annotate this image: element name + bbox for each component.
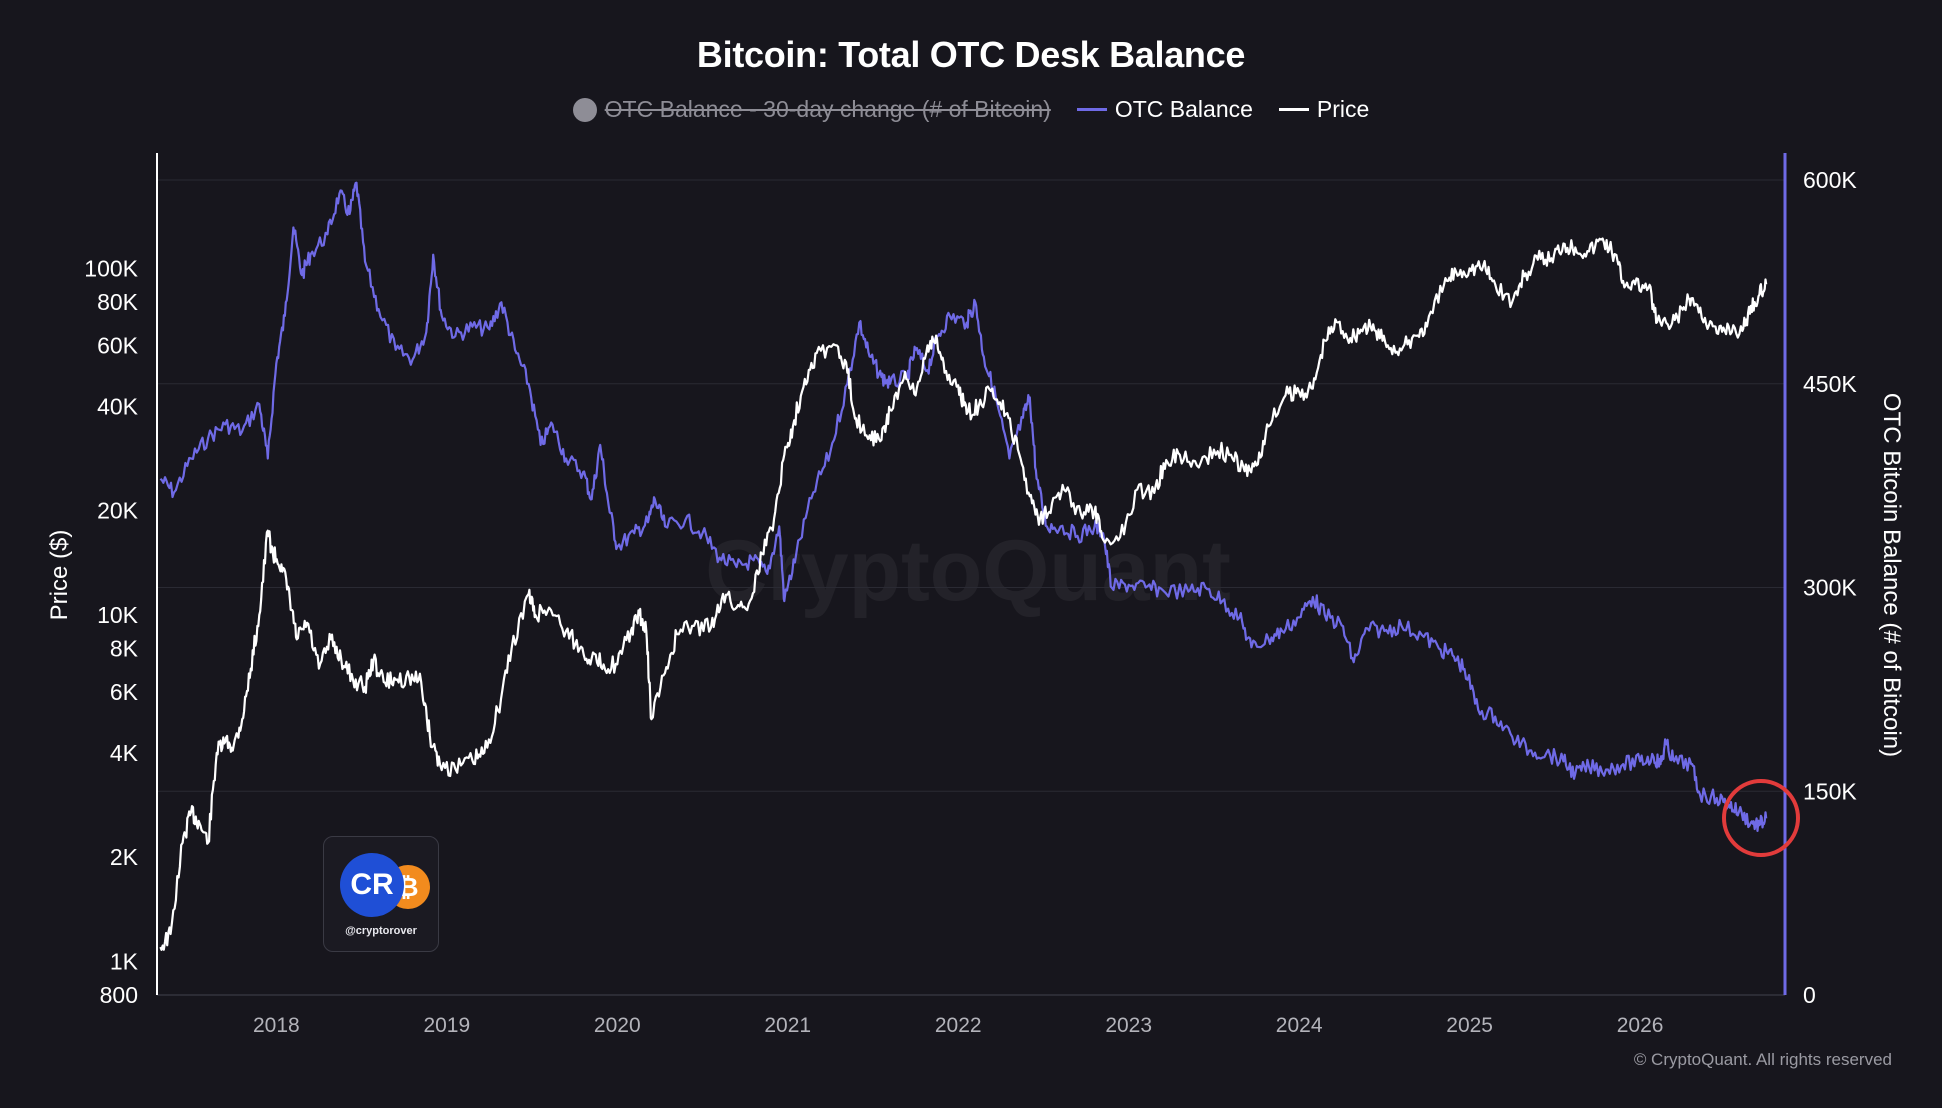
left-tick-label: 6K	[110, 679, 139, 705]
x-tick-label: 2023	[1105, 1014, 1152, 1037]
grid-lines	[157, 179, 1785, 996]
left-tick-label: 40K	[97, 393, 139, 419]
legend-line-icon	[1076, 108, 1107, 111]
x-tick-label: 2020	[594, 1014, 641, 1037]
x-tick-label: 2025	[1446, 1014, 1493, 1037]
copyright-notice: © CryptoQuant. All rights reserved	[1633, 1050, 1892, 1069]
legend-item-otc-balance[interactable]: OTC Balance	[1076, 96, 1253, 123]
right-axis-title: OTC Bitcoin Balance (# of Bitcoin)	[1878, 393, 1905, 757]
right-tick-label: 300K	[1803, 575, 1857, 601]
x-tick-label: 2018	[253, 1014, 300, 1037]
left-tick-label: 80K	[97, 289, 139, 315]
x-tick-label: 2021	[764, 1014, 811, 1037]
left-tick-label: 4K	[110, 740, 139, 766]
chart-legend: OTC Balance - 30-day change (# of Bitcoi…	[0, 96, 1942, 123]
x-tick-label: 2026	[1617, 1014, 1664, 1037]
left-tick-label: 60K	[97, 332, 139, 358]
right-tick-label: 0	[1803, 982, 1816, 1008]
legend-line-icon	[1278, 108, 1309, 111]
left-tick-label: 20K	[97, 498, 139, 524]
left-axis-ticks: 100K 80K 60K 40K 20K 10K 8K 6K 4K 2K 1K 800	[84, 255, 138, 1008]
series-line-otc-balance	[159, 181, 1768, 832]
legend-item-price[interactable]: Price	[1278, 96, 1370, 123]
legend-label-price: Price	[1316, 96, 1370, 122]
cr-logo-icon: CR	[340, 853, 404, 917]
legend-label-otc-balance: OTC Balance	[1114, 96, 1253, 122]
left-axis-title: Price ($)	[46, 530, 73, 621]
left-tick-label: 2K	[110, 844, 139, 870]
left-tick-label: 10K	[97, 602, 139, 628]
logo-handle: @cryptorover	[345, 925, 417, 937]
cryptorover-logo: CR ₿ @cryptorover	[323, 836, 439, 952]
highlight-circle	[1722, 779, 1800, 857]
x-tick-label: 2019	[423, 1014, 470, 1037]
x-tick-label: 2022	[935, 1014, 982, 1037]
right-tick-label: 600K	[1803, 167, 1857, 193]
x-axis-ticks: 2018 2019 2020 2021 2022 2023 2024 2025 2026	[253, 1014, 1663, 1037]
left-tick-label: 800	[100, 982, 138, 1008]
left-tick-label: 1K	[110, 948, 139, 974]
legend-label-otc-change: OTC Balance - 30-day change (# of Bitcoi…	[604, 96, 1051, 122]
series-line-price	[159, 237, 1768, 951]
right-tick-label: 150K	[1803, 778, 1857, 804]
legend-item-otc-change[interactable]: OTC Balance - 30-day change (# of Bitcoi…	[572, 96, 1051, 123]
right-axis-ticks: 600K 450K 300K 150K 0	[1803, 167, 1857, 1008]
left-tick-label: 100K	[84, 255, 138, 281]
left-tick-label: 8K	[110, 636, 139, 662]
right-tick-label: 450K	[1803, 371, 1857, 397]
chart-title: Bitcoin: Total OTC Desk Balance	[696, 34, 1246, 75]
x-tick-label: 2024	[1276, 1014, 1323, 1037]
legend-dot-icon	[572, 97, 597, 122]
watermark: CryptoQuant	[705, 523, 1231, 619]
